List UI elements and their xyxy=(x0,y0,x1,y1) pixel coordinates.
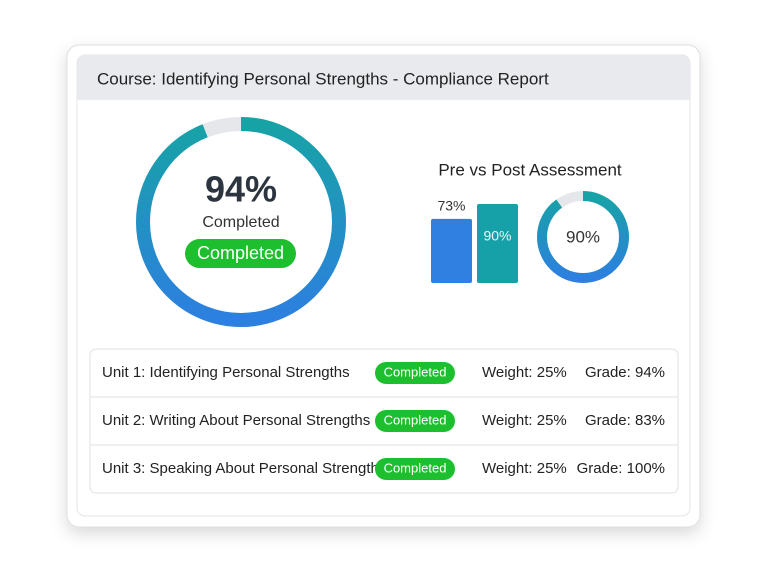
ring-arc xyxy=(136,117,346,327)
unit-grade: Grade: 94% xyxy=(585,364,665,381)
unit-weight: Weight: 25% xyxy=(482,412,567,429)
header-bar xyxy=(77,55,690,100)
summary-badge xyxy=(185,239,296,268)
bar-label: 90% xyxy=(483,228,511,244)
unit-weight: Weight: 25% xyxy=(482,460,567,477)
unit-name: Unit 2: Writing About Personal Strengths xyxy=(102,412,370,429)
summary-value: 94% xyxy=(205,169,277,210)
assessment-title: Pre vs Post Assessment xyxy=(438,160,622,179)
status-badge xyxy=(375,458,455,480)
assessment-bars: 73% 90% xyxy=(431,198,518,283)
status-text: Completed xyxy=(384,412,447,427)
summary-badge-text: Completed xyxy=(197,243,284,263)
summary-caption: Completed xyxy=(202,214,279,231)
bar-label: 73% xyxy=(437,198,465,214)
unit-weight: Weight: 25% xyxy=(482,364,567,381)
status-badge xyxy=(375,410,455,432)
unit-grade: Grade: 100% xyxy=(577,460,665,477)
unit-grade: Grade: 83% xyxy=(585,412,665,429)
assessment-ring-label: 90% xyxy=(566,227,600,246)
unit-rows: Unit 1: Identifying Personal Strengths Co… xyxy=(90,362,678,480)
summary-ring xyxy=(136,117,346,327)
ring-arc xyxy=(537,191,629,283)
unit-name: Unit 1: Identifying Personal Strengths xyxy=(102,364,350,381)
bar xyxy=(431,218,472,283)
status-text: Completed xyxy=(384,364,447,379)
bar xyxy=(477,204,518,283)
assessment-ring xyxy=(537,191,629,283)
header-title: Course: Identifying Personal Strengths -… xyxy=(97,69,549,88)
status-badge xyxy=(375,362,455,384)
status-text: Completed xyxy=(384,460,447,475)
unit-name: Unit 3: Speaking About Personal Strength… xyxy=(102,460,386,477)
